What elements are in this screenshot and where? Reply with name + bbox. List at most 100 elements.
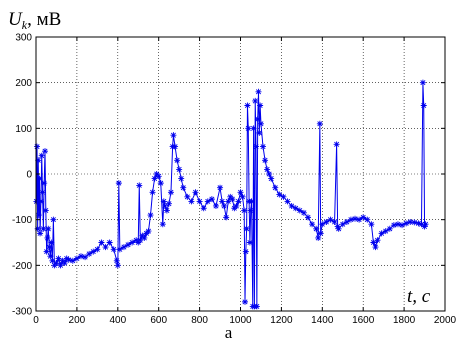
- data-point: [332, 219, 338, 225]
- data-point: [258, 121, 264, 127]
- data-point: [193, 189, 199, 195]
- data-point: [201, 205, 207, 211]
- data-point: [36, 176, 42, 182]
- data-point: [313, 226, 319, 232]
- data-point: [42, 148, 48, 154]
- data-point: [242, 299, 248, 305]
- data-point: [255, 116, 261, 122]
- data-point: [368, 221, 374, 227]
- data-point: [244, 226, 250, 232]
- data-point: [348, 217, 354, 223]
- data-point: [260, 144, 266, 150]
- data-point: [411, 219, 417, 225]
- data-point: [268, 176, 274, 182]
- data-point: [107, 240, 113, 246]
- data-point: [78, 253, 84, 259]
- data-point: [136, 182, 142, 188]
- data-point: [217, 185, 223, 191]
- data-point: [114, 258, 120, 264]
- data-point: [301, 210, 307, 216]
- data-point: [213, 203, 219, 209]
- data-point: [334, 141, 340, 147]
- data-point: [115, 262, 121, 268]
- data-point: [336, 226, 342, 232]
- data-point: [168, 189, 174, 195]
- data-point: [111, 246, 117, 252]
- data-point: [150, 189, 156, 195]
- data-point: [255, 89, 261, 95]
- data-point: [317, 121, 323, 127]
- grid: [36, 37, 445, 311]
- data-point: [156, 173, 162, 179]
- data-point: [352, 216, 358, 222]
- series-line: [36, 83, 425, 307]
- data-point: [164, 208, 170, 214]
- data-point: [244, 103, 250, 109]
- data-point: [158, 180, 164, 186]
- data-point: [145, 228, 151, 234]
- figure-caption: а: [0, 323, 457, 343]
- data-point: [116, 180, 122, 186]
- data-point: [98, 240, 104, 246]
- data-point: [253, 144, 259, 150]
- data-point: [421, 103, 427, 109]
- data-point: [395, 221, 401, 227]
- data-point: [309, 221, 315, 227]
- data-point: [41, 180, 47, 186]
- y-tick-label: 300: [15, 33, 32, 44]
- data-point: [48, 240, 54, 246]
- data-point: [252, 98, 258, 104]
- y-axis-title: Uk, мВ: [8, 9, 61, 32]
- data-point: [94, 246, 100, 252]
- data-point: [272, 185, 278, 191]
- data-point: [251, 125, 257, 131]
- data-point: [257, 103, 263, 109]
- data-point: [166, 201, 172, 207]
- y-tick-label: 200: [15, 78, 32, 89]
- data-point: [245, 125, 251, 131]
- x-axis-title: t, c: [407, 286, 431, 307]
- data-point: [229, 196, 235, 202]
- data-point: [235, 198, 241, 204]
- data-point: [197, 198, 203, 204]
- data-point: [160, 221, 166, 227]
- data-point: [243, 249, 249, 255]
- data-point: [221, 203, 227, 209]
- y-tick-label: -200: [12, 261, 32, 272]
- data-point: [423, 221, 429, 227]
- data-point: [36, 212, 42, 218]
- data-point: [280, 194, 286, 200]
- y-tick-label: 100: [15, 124, 32, 135]
- data-point: [43, 208, 49, 214]
- data-point: [375, 237, 381, 243]
- data-point: [178, 176, 184, 182]
- data-point: [247, 240, 253, 246]
- data-point: [37, 230, 43, 236]
- data-point: [34, 144, 40, 150]
- y-tick-label: 0: [26, 170, 32, 181]
- data-point: [240, 194, 246, 200]
- data-point: [372, 244, 378, 250]
- data-point: [39, 153, 45, 159]
- ticks: 0 200 400 600 800 1000 1200 1400 1600 1800 2000-30…: [12, 33, 457, 327]
- data-point: [40, 189, 46, 195]
- data-point: [241, 208, 247, 214]
- data-point: [82, 254, 88, 260]
- y-axis-title-unit: , мВ: [27, 9, 61, 30]
- y-tick-label: -300: [12, 307, 32, 318]
- data-point: [256, 130, 262, 136]
- data-point: [45, 226, 51, 232]
- data-point: [66, 257, 72, 263]
- data-point: [254, 303, 260, 309]
- data-point: [161, 198, 167, 204]
- data-point: [305, 214, 311, 220]
- data-point: [249, 198, 255, 204]
- data-point: [223, 214, 229, 220]
- data-point: [184, 194, 190, 200]
- data-point: [174, 157, 180, 163]
- data-point: [103, 244, 109, 250]
- y-tick-label: -100: [12, 215, 32, 226]
- data-point: [148, 212, 154, 218]
- data-point: [176, 166, 182, 172]
